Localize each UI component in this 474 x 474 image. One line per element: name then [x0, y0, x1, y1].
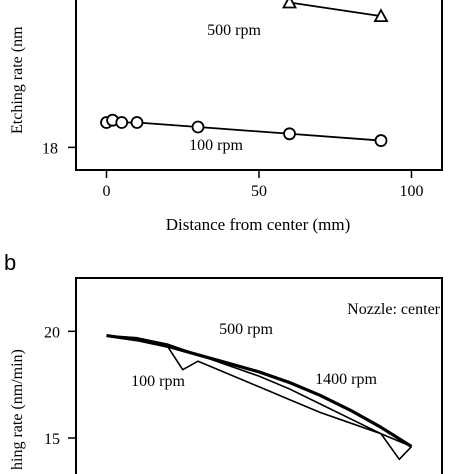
- panel-b-series-label-500rpm: 500 rpm: [219, 321, 273, 338]
- panel-b-series-label-100rpm: 100 rpm: [131, 373, 185, 390]
- panel-a-series: [100, 0, 389, 147]
- panel-a-series-1: [100, 113, 388, 147]
- panel-a-x-tick-label: 50: [251, 183, 267, 200]
- panel-a-xlabel: Distance from center (mm): [166, 215, 351, 234]
- panel-b-y-tick-label: 15: [44, 431, 60, 448]
- panel-a-y-tick-label: 18: [42, 140, 58, 157]
- panel-a-data-point: [115, 116, 129, 129]
- panel-a-data-point: [191, 120, 205, 134]
- panel-b-plot-frame: [75, 277, 443, 474]
- panel-b-series-line-2: [106, 334, 413, 461]
- panel-a-data-point: [130, 116, 144, 129]
- panel-b-series: [106, 334, 413, 461]
- panel-a-data-point: [281, 0, 298, 9]
- panel-b-annotation: Nozzle: center: [347, 301, 441, 318]
- panel-a-data-point: [374, 134, 388, 147]
- panel-b-series-line-1: [106, 334, 412, 448]
- panel-a-series-line: [289, 1, 382, 17]
- panel-a-series-line: [106, 119, 382, 142]
- panel-a-series-0: [281, 0, 389, 23]
- panel-a-ylabel: Etching rate (nm: [9, 26, 26, 134]
- panel-a-data-point: [373, 8, 389, 23]
- panel-a-series-label-100rpm: 100 rpm: [189, 137, 243, 154]
- panel-b-series-line-0: [106, 334, 413, 448]
- panel-b-series-label-1400rpm: 1400 rpm: [315, 371, 377, 388]
- panel-a-x-tick-label: 100: [400, 183, 424, 200]
- panel-a: 0 50 100 18 Etching rate (nm Distance from…: [9, 0, 443, 234]
- panel-a-x-ticks: 0 50 100: [103, 170, 424, 200]
- panel-a-series-label-500rpm: 500 rpm: [207, 22, 261, 39]
- panel-b-letter: b: [4, 250, 16, 275]
- panel-b-ylabel: hing rate (nm/min): [9, 349, 26, 470]
- panel-b-y-tick-label: 20: [44, 324, 60, 341]
- panel-a-y-ticks: 18: [42, 140, 76, 157]
- panel-a-data-point: [283, 127, 296, 141]
- panel-a-x-tick-label: 0: [103, 183, 111, 200]
